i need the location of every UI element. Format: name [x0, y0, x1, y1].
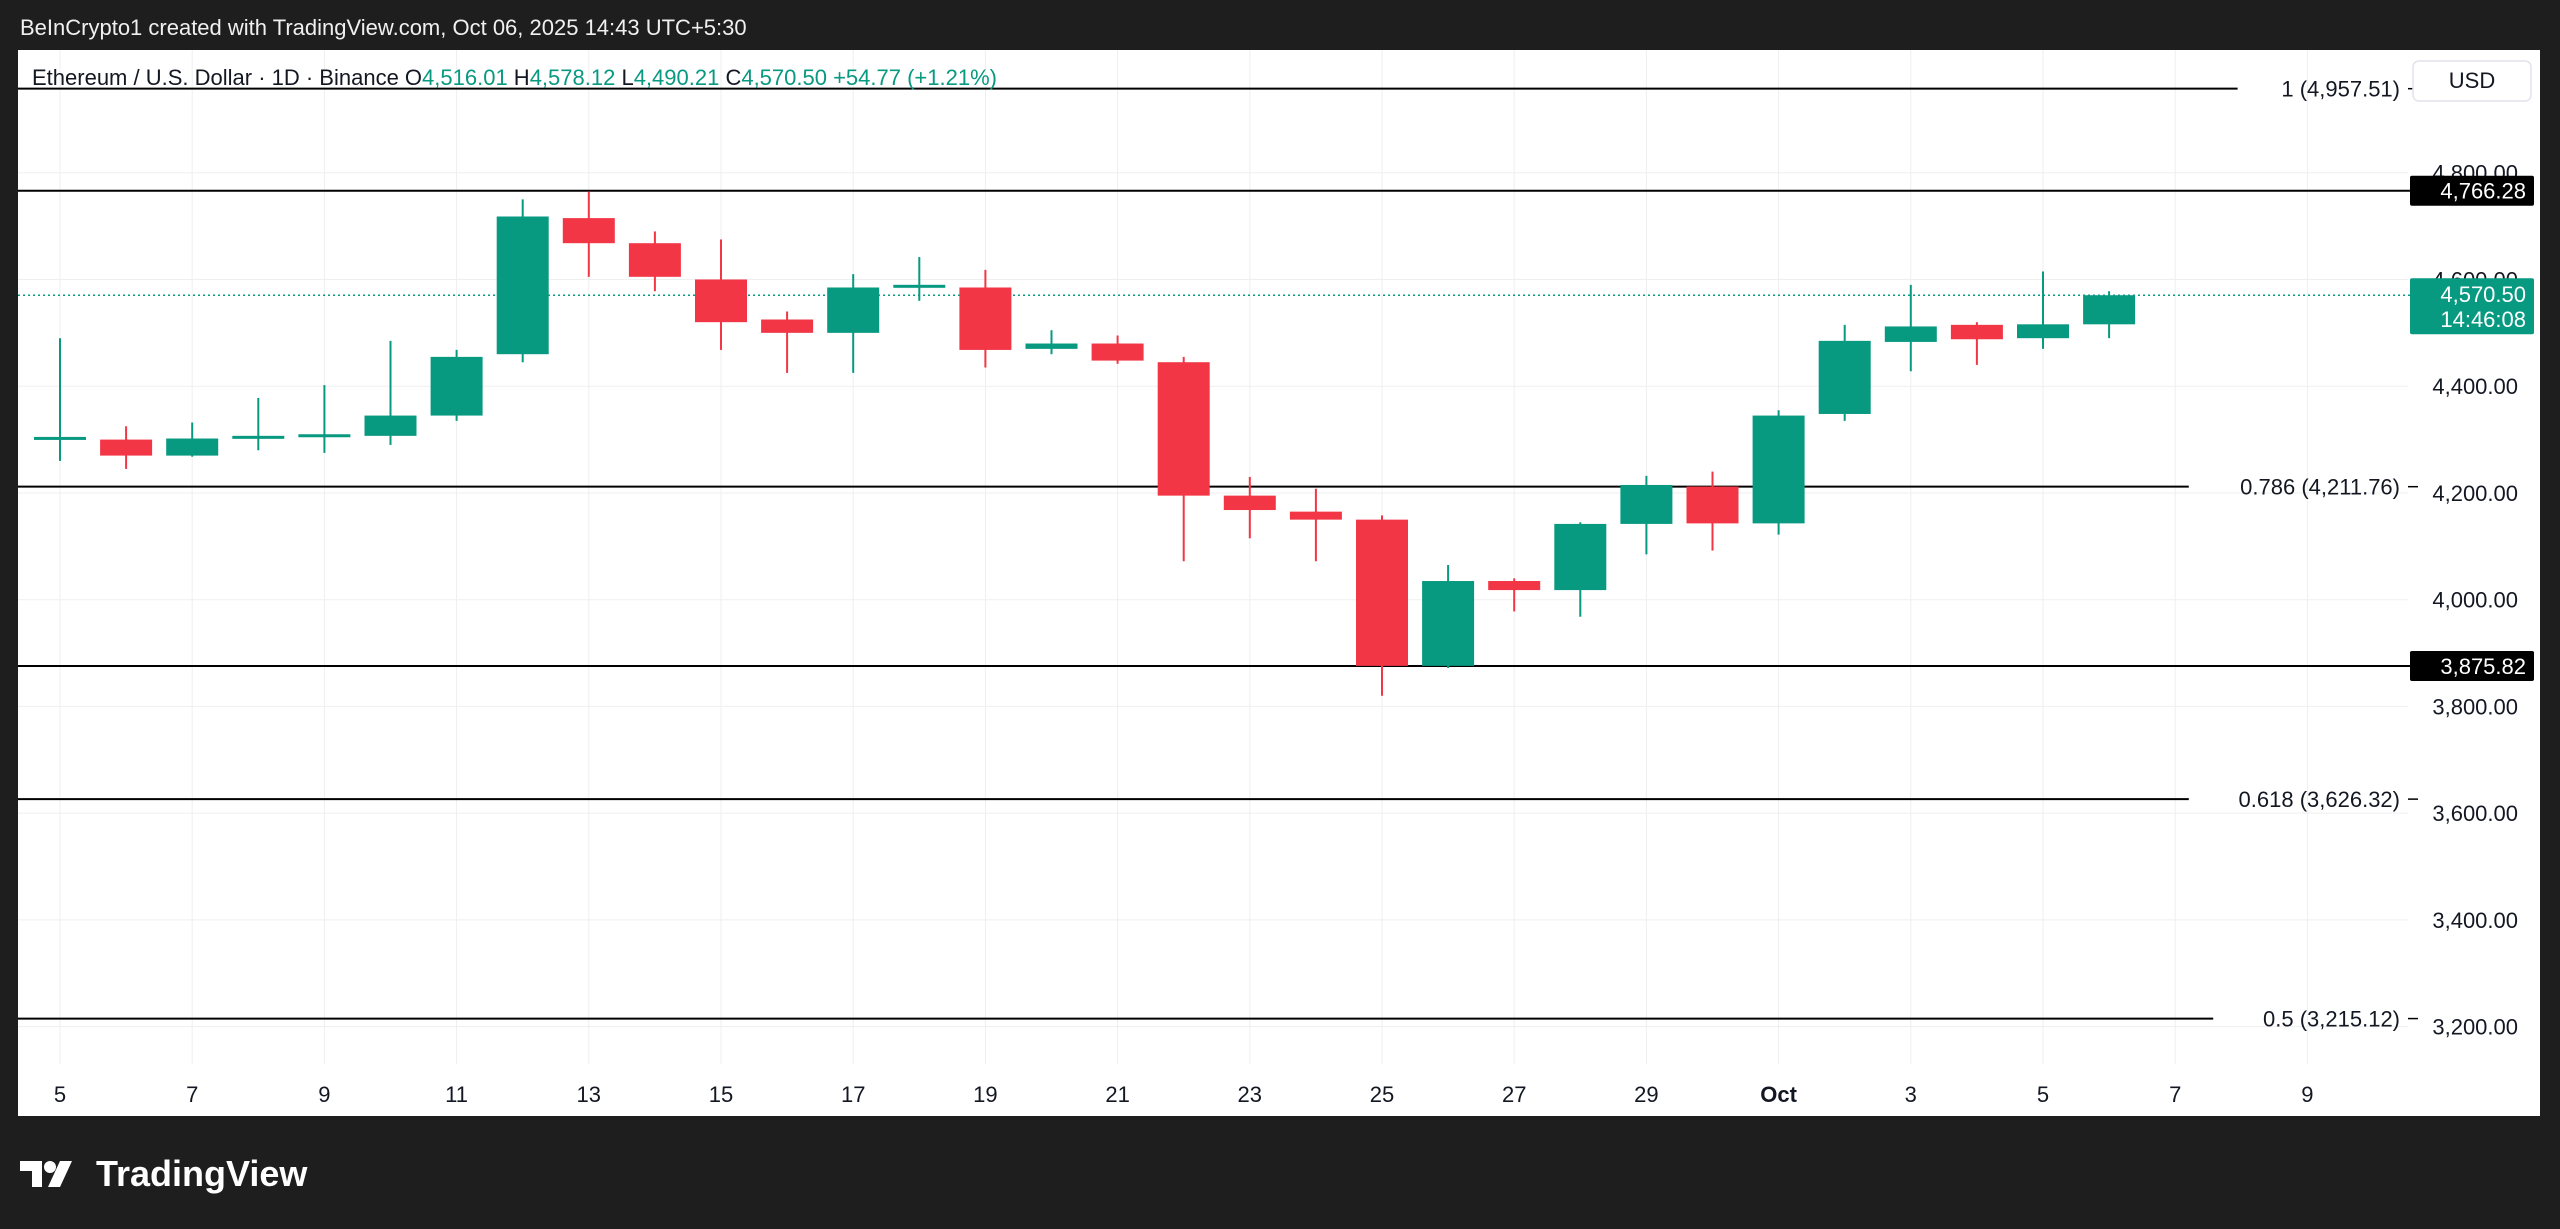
- high-label: H: [514, 65, 530, 90]
- candle-body-up: [232, 435, 285, 439]
- x-tick-label: 25: [1370, 1082, 1394, 1107]
- candle-body-up: [430, 356, 483, 416]
- high-value: 4,578.12: [530, 65, 622, 90]
- y-tick-label: 3,400.00: [2432, 908, 2518, 933]
- candle-body-down: [100, 439, 153, 456]
- y-tick-label: 3,600.00: [2432, 801, 2518, 826]
- candle-body-down: [959, 287, 1012, 350]
- tradingview-logo-icon: [20, 1161, 72, 1187]
- x-tick-label: 19: [973, 1082, 997, 1107]
- candle-body-down: [761, 319, 814, 333]
- x-tick-label: 9: [2301, 1082, 2313, 1107]
- candle-body-down: [695, 279, 747, 323]
- x-tick-label: 7: [186, 1082, 198, 1107]
- close-value: 4,570.50: [741, 65, 833, 90]
- footer-bar: [0, 1116, 2560, 1229]
- fib-level-label: 0.618 (3,626.32): [2239, 787, 2400, 812]
- x-tick-label: 7: [2169, 1082, 2181, 1107]
- countdown-label: 14:46:08: [2440, 307, 2526, 332]
- y-tick-label: 3,800.00: [2432, 694, 2518, 719]
- candle-body-down: [1223, 495, 1276, 511]
- x-tick-label: 3: [1905, 1082, 1917, 1107]
- tradingview-brand[interactable]: TradingView: [20, 1153, 307, 1195]
- fib-level-label: 0.786 (4,211.76): [2240, 475, 2400, 500]
- x-tick-label: Oct: [1760, 1082, 1797, 1107]
- candle-body-up: [1884, 326, 1937, 342]
- close-label: C: [725, 65, 741, 90]
- x-tick-label: 13: [577, 1082, 601, 1107]
- y-tick-label: 4,400.00: [2432, 374, 2518, 399]
- low-value: 4,490.21: [634, 65, 726, 90]
- candle-body-up: [1620, 484, 1673, 524]
- chart-caption: BeInCrypto1 created with TradingView.com…: [20, 15, 747, 40]
- chart-panel[interactable]: 4,800.004,600.004,400.004,200.004,000.00…: [18, 50, 2540, 1116]
- candle-body-down: [1356, 519, 1408, 666]
- candle-body-up: [2017, 324, 2069, 339]
- fib-level-label: 1 (4,957.51): [2281, 77, 2400, 102]
- candle-body-up: [2083, 295, 2136, 325]
- candle-body-up: [496, 216, 549, 355]
- candle-body-up: [364, 415, 417, 436]
- candle-body-up: [1818, 340, 1871, 414]
- candle-body-up: [1025, 343, 1078, 349]
- price-tag-bg: [2410, 175, 2534, 206]
- x-tick-label: 11: [445, 1082, 468, 1107]
- currency-button[interactable]: [2412, 60, 2532, 102]
- candle-body-up: [1422, 581, 1475, 666]
- x-tick-label: 23: [1238, 1082, 1262, 1107]
- price-tag-label: 3,875.82: [2440, 654, 2526, 679]
- x-tick-label: 15: [709, 1082, 733, 1107]
- x-tick-label: 5: [2037, 1082, 2049, 1107]
- y-tick-label: 3,200.00: [2432, 1015, 2518, 1040]
- low-label: L: [621, 65, 633, 90]
- candle-body-down: [1289, 511, 1342, 520]
- price-tag-label: 4,766.28: [2440, 179, 2526, 204]
- change-value: +54.77 (+1.21%): [833, 65, 997, 90]
- fib-level-label: 0.5 (3,215.12): [2263, 1007, 2400, 1032]
- candlestick-chart[interactable]: 4,800.004,600.004,400.004,200.004,000.00…: [18, 50, 2540, 1116]
- candle-body-down: [1157, 362, 1210, 496]
- x-tick-label: 9: [318, 1082, 330, 1107]
- candle-body-down: [1950, 324, 2003, 340]
- candle-body-down: [1488, 581, 1541, 591]
- candle-body-down: [628, 243, 681, 277]
- x-tick-label: 27: [1502, 1082, 1526, 1107]
- open-label: O: [405, 65, 422, 90]
- current-price-tag-bg: [2410, 278, 2534, 335]
- symbol-label: Ethereum / U.S. Dollar · 1D · Binance: [32, 65, 405, 90]
- currency-button-label[interactable]: USD: [2449, 68, 2495, 93]
- y-tick-label: 4,000.00: [2432, 588, 2518, 613]
- candle-body-up: [1554, 523, 1607, 591]
- price-tag-bg: [2410, 650, 2534, 681]
- candle-body-down: [1686, 486, 1739, 524]
- candle-body-up: [893, 284, 946, 288]
- ohlc-legend: Ethereum / U.S. Dollar · 1D · Binance O4…: [32, 65, 997, 90]
- brand-name: TradingView: [96, 1153, 308, 1194]
- candle-body-down: [1091, 343, 1144, 361]
- candle-body-up: [34, 436, 86, 440]
- x-tick-label: 5: [54, 1082, 66, 1107]
- x-tick-label: 29: [1634, 1082, 1658, 1107]
- current-price-label: 4,570.50: [2440, 282, 2526, 307]
- open-value: 4,516.01: [422, 65, 514, 90]
- y-tick-label: 4,200.00: [2432, 481, 2518, 506]
- x-tick-label: 17: [841, 1082, 865, 1107]
- candle-body-up: [827, 287, 880, 333]
- candle-body-up: [298, 434, 351, 438]
- candle-body-up: [1752, 415, 1805, 524]
- candle-body-up: [166, 438, 219, 456]
- x-tick-label: 21: [1105, 1082, 1129, 1107]
- candle-body-down: [562, 218, 615, 244]
